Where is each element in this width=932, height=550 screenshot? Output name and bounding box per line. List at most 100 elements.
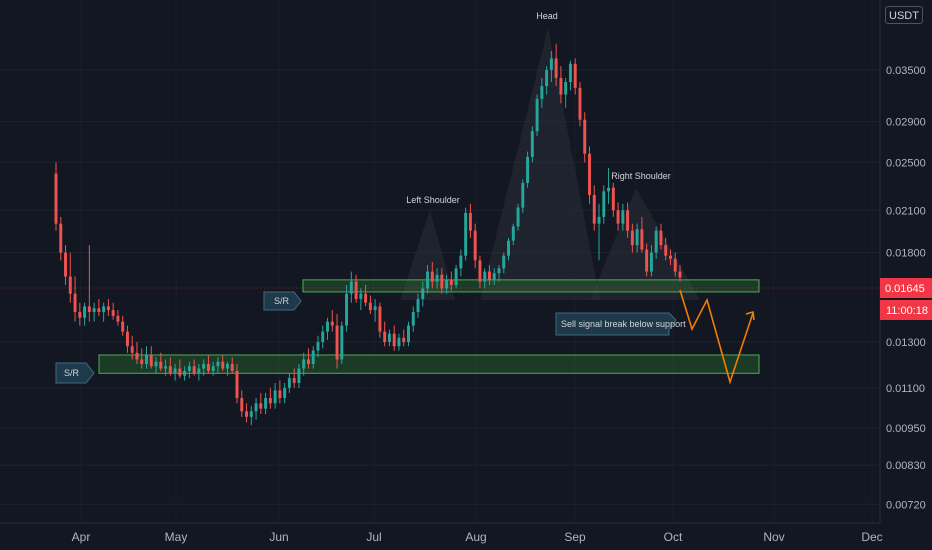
tick-y-label: 0.01800 [886, 248, 926, 260]
candle-body [626, 210, 630, 231]
candle-body [345, 293, 349, 326]
svg-text:S/R: S/R [64, 368, 80, 378]
time-axis: Apr May Jun Jul Aug Sep Oct Nov Dec [0, 522, 883, 544]
candle-body [426, 271, 430, 289]
tick-x-label: May [165, 530, 188, 544]
candle-body [373, 306, 377, 311]
candle-body [664, 245, 668, 256]
candle-body [454, 268, 458, 285]
candle-body [507, 240, 510, 256]
candle-body [478, 260, 482, 282]
candle-body [316, 342, 320, 351]
candle-body [240, 398, 244, 412]
candle-body [364, 293, 368, 303]
candle-body [287, 378, 291, 388]
candle-body [111, 310, 115, 316]
candle-body [521, 182, 525, 208]
candle-body [192, 366, 196, 374]
candle-body [487, 271, 491, 280]
tick-x-label: Jun [269, 530, 288, 544]
candle-body [59, 223, 63, 253]
candle-body [383, 331, 387, 343]
candle-body [483, 271, 487, 282]
candle-body [326, 321, 329, 332]
sell-signal-callout: Sell signal break below support [555, 312, 686, 336]
price-axis: 0 0.035000.029000.025000.021000.018000.0… [879, 0, 926, 523]
candle-body [78, 312, 82, 318]
tick-y-label: 0.00950 [886, 423, 926, 435]
candle-body [549, 58, 553, 70]
candle-body [611, 187, 615, 211]
candle-body [668, 255, 672, 259]
candle-body [268, 398, 272, 404]
candle-body [340, 325, 344, 360]
candle-body [249, 411, 253, 417]
candle-body [226, 363, 229, 369]
svg-text:0.01645: 0.01645 [885, 283, 925, 295]
sr-zones [98, 279, 760, 374]
sr-upper-callout: S/R [263, 291, 302, 311]
candle-body [245, 411, 249, 417]
candle-body [540, 86, 544, 99]
svg-text:S/R: S/R [274, 296, 290, 306]
candle-body [630, 230, 634, 246]
candle-body [349, 281, 353, 294]
candle-body [459, 255, 463, 269]
candle-body [102, 306, 106, 313]
candle-body [445, 279, 449, 289]
candle-body [64, 252, 68, 277]
currency-unit-button[interactable]: USDT [885, 6, 923, 24]
candle-body [635, 229, 639, 246]
candle-body [73, 293, 77, 313]
candle-body [168, 366, 172, 374]
candle-body [449, 279, 453, 285]
candle-body [654, 230, 658, 253]
candle-body [206, 363, 210, 371]
tick-x-label: Apr [72, 530, 91, 544]
candle-body [292, 378, 296, 383]
candle-body [368, 302, 372, 311]
candle-body [106, 306, 110, 311]
candle-body [187, 366, 191, 371]
candle-body [321, 331, 325, 343]
candle-body [173, 368, 177, 374]
projection-path [679, 289, 755, 385]
candle-body [440, 274, 444, 289]
candle-body [330, 321, 334, 326]
tick-x-label: Jul [366, 530, 381, 544]
candle-body [411, 312, 415, 326]
candle-body [130, 346, 134, 353]
tick-y-label: 0.01300 [886, 337, 926, 349]
candle-body [397, 337, 401, 347]
tick-x-label: Dec [861, 530, 882, 544]
sr-zone [302, 279, 760, 293]
tick-x-label: Aug [465, 530, 486, 544]
candle-body [559, 77, 563, 95]
candle-body [588, 153, 591, 196]
candle-body [535, 98, 539, 132]
candle-body [178, 368, 182, 376]
candle-body [135, 352, 139, 360]
candle-body [402, 337, 406, 343]
candle-body [121, 321, 125, 332]
candle-body [230, 363, 234, 371]
candle-body [387, 333, 391, 343]
candle-body [145, 354, 148, 364]
candle-body [311, 350, 315, 364]
candle-body [359, 293, 363, 300]
head-label: Head [536, 11, 558, 21]
candle-body [416, 299, 420, 313]
candle-body [392, 333, 396, 347]
candle-body [497, 268, 501, 274]
candle-body [568, 63, 572, 82]
tick-y-label: 0.02100 [886, 205, 926, 217]
candle-body [97, 308, 101, 313]
candle-body [578, 87, 582, 120]
candle-body [564, 81, 568, 95]
candle-body [116, 315, 120, 322]
candle-body [673, 258, 677, 272]
annotations: Head Left Shoulder Right Shoulder S/R S/… [55, 11, 686, 384]
tick-y-label: 0.03500 [886, 65, 926, 77]
candle-body [125, 331, 129, 347]
